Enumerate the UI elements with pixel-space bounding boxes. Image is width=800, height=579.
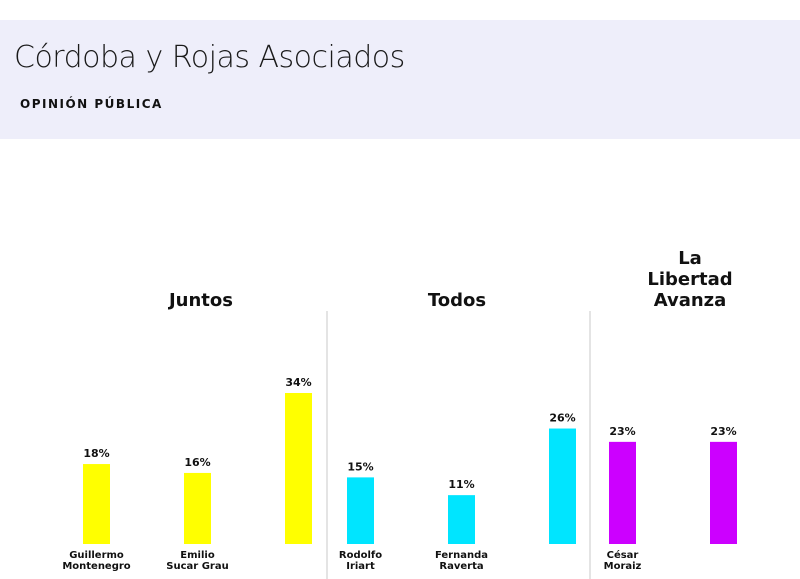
bar-3-1	[609, 441, 636, 544]
bar-2-1	[347, 477, 374, 544]
value-label-2-3: 26%	[549, 412, 575, 425]
bar-2-2	[448, 495, 475, 544]
value-label-3-1: 23%	[609, 425, 635, 438]
bar-label-1-1: Guillermo Montenegro	[62, 550, 130, 572]
bar-1-2	[184, 472, 211, 544]
value-label-2-1: 15%	[347, 460, 373, 473]
bar-label-2-1: Rodolfo Iriart	[339, 550, 382, 572]
bar-1-1	[83, 464, 110, 544]
value-label-3-2: 23%	[710, 425, 736, 438]
group-label-1: Juntos	[167, 290, 233, 311]
value-label-1-2: 16%	[184, 456, 210, 469]
bar-1-3	[285, 393, 312, 544]
value-label-1-1: 18%	[83, 447, 109, 460]
bar-label-3-1: César Moraiz	[604, 549, 642, 572]
bar-label-2-2: Fernanda Raverta	[435, 550, 488, 572]
value-label-1-3: 34%	[285, 376, 311, 389]
header-banner	[0, 20, 800, 139]
group-label-3: La Libertad Avanza	[647, 248, 732, 311]
bar-2-3	[549, 428, 576, 544]
bar-3-2	[710, 441, 737, 544]
value-label-2-2: 11%	[448, 478, 474, 491]
group-label-2: Todos	[428, 290, 486, 311]
page-title: Córdoba y Rojas Asociados	[14, 40, 405, 75]
page-subtitle: OPINIÓN PÚBLICA	[20, 97, 163, 111]
bar-label-1-2: Emilio Sucar Grau	[166, 550, 228, 572]
